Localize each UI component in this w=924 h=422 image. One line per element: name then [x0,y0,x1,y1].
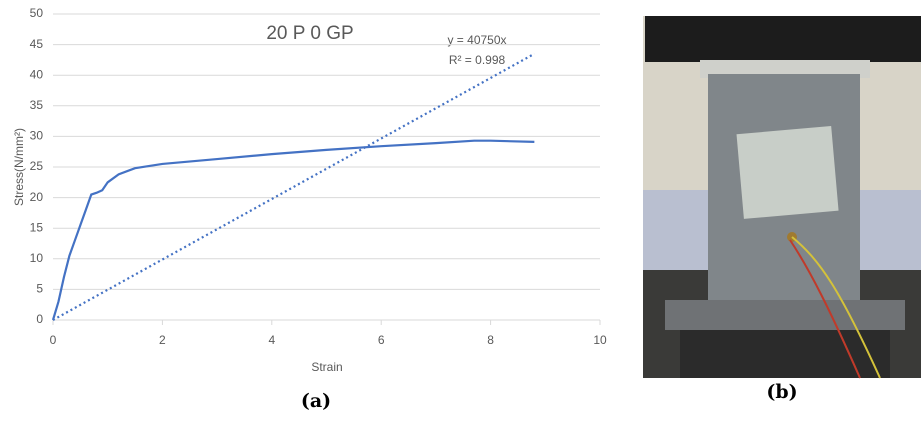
x-tick-label: 2 [159,333,166,347]
y-tick-label: 0 [36,312,43,326]
x-tick-label: 8 [487,333,494,347]
x-tick-label: 10 [593,333,607,347]
caption: (b) [766,381,797,403]
line [53,141,534,320]
trendline [53,54,534,320]
x-tick-label: 4 [268,333,275,347]
y-tick-label: 35 [30,98,44,112]
x-tick-label: 0 [50,333,57,347]
x-tick-label: 6 [378,333,385,347]
y-tick-label: 30 [30,129,44,143]
y-tick-label: 20 [30,190,44,204]
y-axis-label: Stress(N/mm²) [12,128,26,206]
y-tick-label: 45 [30,37,44,51]
y-tick-label: 40 [30,67,44,81]
caption: (a) [301,390,331,412]
figure: 20 P 0 GP y = 40750x R² = 0.998 Strain S… [0,0,924,417]
y-tick-label: 25 [30,159,44,173]
y-tick-label: 50 [30,6,44,20]
chart-title: 20 P 0 GP [266,23,353,44]
y-tick-label: 15 [30,220,44,234]
y-tick-label: 5 [36,282,43,296]
annotation: R² = 0.998 [449,53,506,67]
x-axis-label: Strain [311,360,342,374]
photo [643,16,921,378]
y-tick-label: 10 [30,251,44,265]
